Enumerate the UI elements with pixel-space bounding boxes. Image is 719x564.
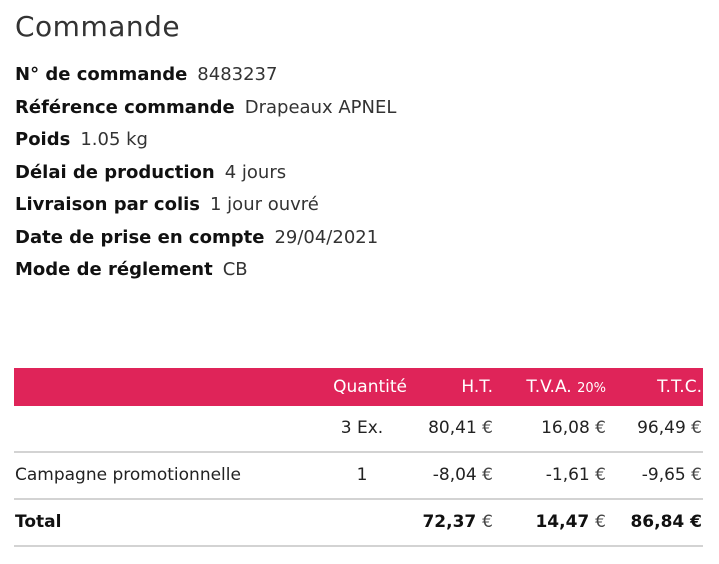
detail-order-reference: Référence commande Drapeaux APNEL xyxy=(15,95,396,128)
table-row: Campagne promotionnelle 1 -8,04 € -1,61 … xyxy=(14,453,703,500)
table-header: Quantité H.T. T.V.A. 20% T.T.C. xyxy=(14,368,703,406)
total-label: Total xyxy=(15,512,62,532)
table-row: 3 Ex. 80,41 € 16,08 € 96,49 € xyxy=(14,406,703,453)
euro-symbol: € xyxy=(691,465,702,485)
header-ht: H.T. xyxy=(461,377,493,397)
detail-value: CB xyxy=(222,259,248,280)
euro-symbol: € xyxy=(482,418,493,438)
detail-value: Drapeaux APNEL xyxy=(244,96,397,118)
total-tva: 14,47 € xyxy=(535,500,606,545)
euro-symbol: € xyxy=(482,465,493,485)
total-ht: 72,37 € xyxy=(422,500,493,545)
page-title: Commande xyxy=(15,10,181,43)
detail-label: Date de prise en compte xyxy=(15,226,265,248)
detail-label: Poids xyxy=(15,129,71,150)
header-tva-label: T.V.A. xyxy=(526,377,572,397)
euro-symbol: € xyxy=(690,512,702,532)
row-ht-value: 80,41 xyxy=(428,418,477,438)
euro-symbol: € xyxy=(691,418,702,438)
total-ht-value: 72,37 xyxy=(422,512,477,532)
detail-value: 29/04/2021 xyxy=(274,226,379,248)
detail-label: Mode de réglement xyxy=(15,259,213,280)
detail-value: 1.05 kg xyxy=(80,129,148,150)
euro-symbol: € xyxy=(595,465,606,485)
row-ht: -8,04 € xyxy=(433,453,493,498)
euro-symbol: € xyxy=(595,512,606,532)
row-ht-value: -8,04 xyxy=(432,465,477,485)
row-ttc: -9,65 € xyxy=(642,453,702,498)
row-quantity: 3 Ex. xyxy=(340,418,384,438)
detail-production-time: Délai de production 4 jours xyxy=(15,160,396,193)
detail-order-number: N° de commande 8483237 xyxy=(15,62,396,95)
row-ttc-value: 96,49 xyxy=(637,418,686,438)
total-row: Total 72,37 € 14,47 € 86,84 € xyxy=(14,500,703,547)
detail-label: Référence commande xyxy=(15,96,235,118)
detail-date: Date de prise en compte 29/04/2021 xyxy=(15,225,396,258)
detail-label: Délai de production xyxy=(15,161,215,183)
detail-weight: Poids 1.05 kg xyxy=(15,127,396,160)
row-label: Campagne promotionnelle xyxy=(15,465,241,485)
row-tva: -1,61 € xyxy=(546,453,606,498)
total-ttc: 86,84 € xyxy=(630,500,702,545)
euro-symbol: € xyxy=(595,418,606,438)
total-ttc-value: 86,84 xyxy=(630,512,685,532)
row-tva-value: -1,61 xyxy=(545,465,590,485)
detail-label: Livraison par colis xyxy=(15,194,200,215)
total-tva-value: 14,47 xyxy=(535,512,590,532)
euro-symbol: € xyxy=(482,512,493,532)
detail-value: 4 jours xyxy=(224,161,287,183)
detail-value: 1 jour ouvré xyxy=(210,194,319,215)
detail-delivery: Livraison par colis 1 jour ouvré xyxy=(15,192,396,225)
detail-payment-mode: Mode de réglement CB xyxy=(15,257,396,290)
header-quantity: Quantité xyxy=(333,377,407,397)
row-quantity: 1 xyxy=(356,465,368,485)
header-ttc: T.T.C. xyxy=(657,377,702,397)
row-ttc: 96,49 € xyxy=(637,406,702,451)
row-tva: 16,08 € xyxy=(541,406,606,451)
row-ttc-value: -9,65 xyxy=(641,465,686,485)
header-tva-rate: 20% xyxy=(577,381,606,396)
row-tva-value: 16,08 xyxy=(541,418,590,438)
detail-label: N° de commande xyxy=(15,64,188,85)
order-details: N° de commande 8483237 Référence commande… xyxy=(15,62,396,290)
header-tva: T.V.A. 20% xyxy=(526,368,606,408)
row-ht: 80,41 € xyxy=(428,406,493,451)
detail-value: 8483237 xyxy=(197,64,278,85)
price-table: Quantité H.T. T.V.A. 20% T.T.C. 3 Ex. 80… xyxy=(14,368,703,547)
